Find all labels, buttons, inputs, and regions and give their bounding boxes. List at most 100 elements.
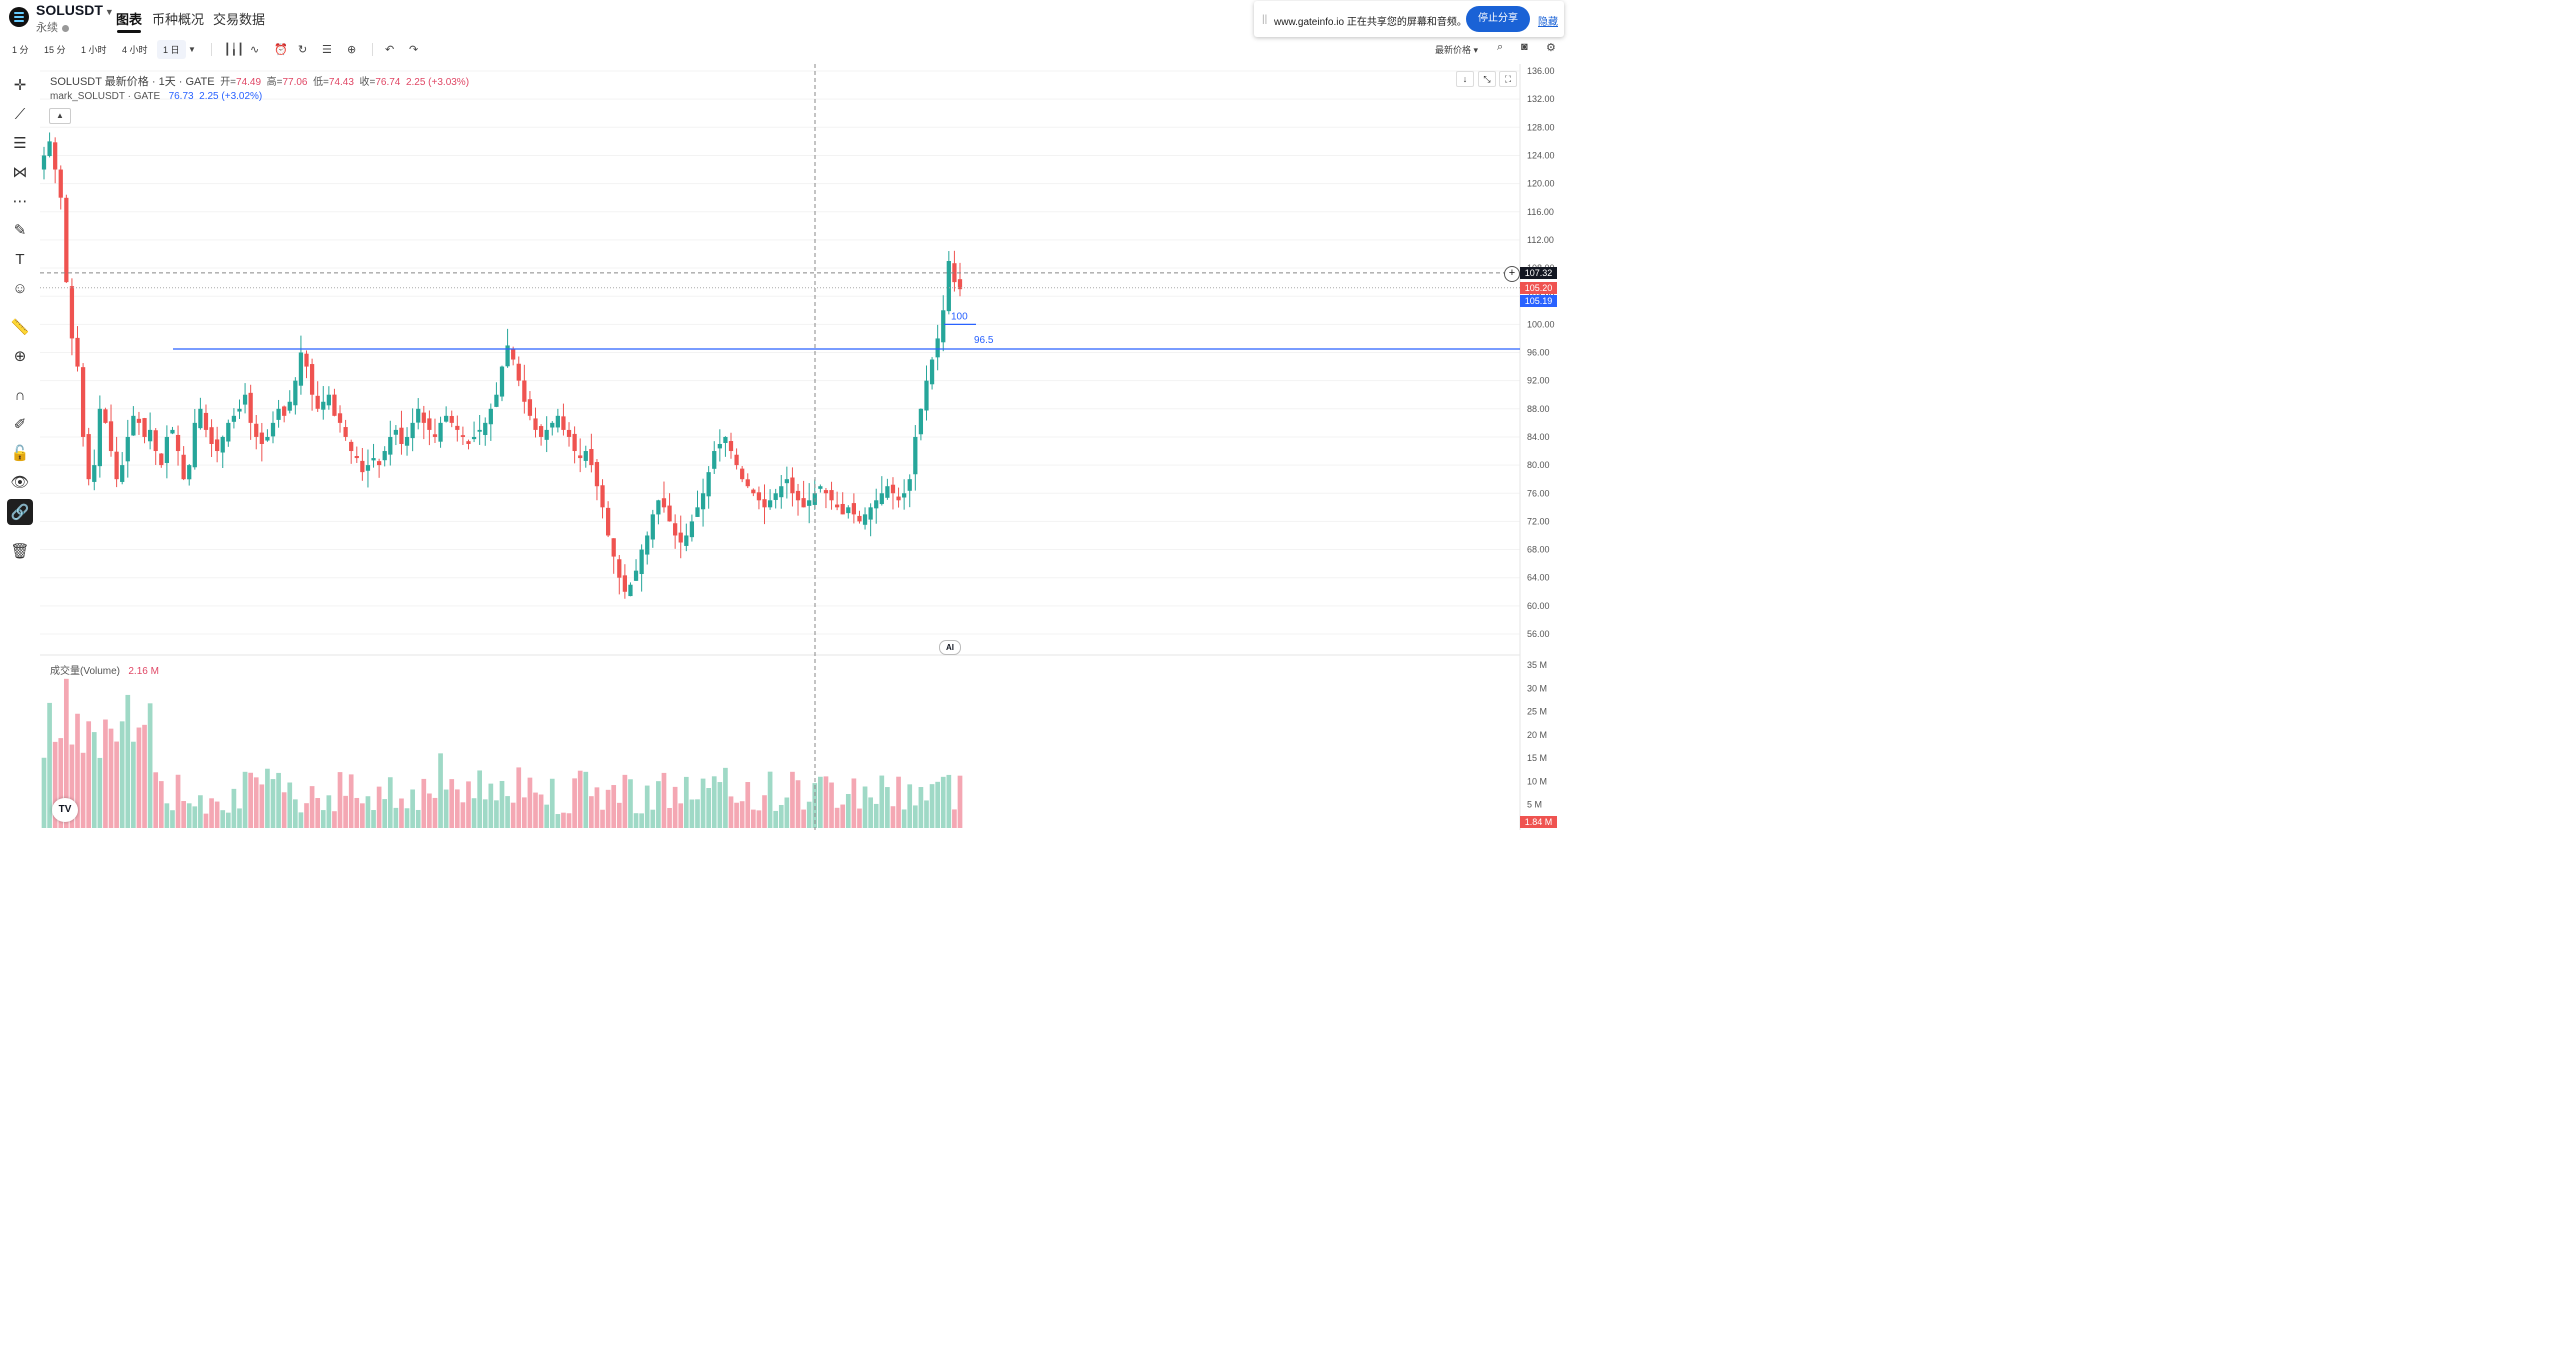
volume-tick-label: 25 M [1527, 707, 1547, 717]
eye-icon[interactable]: 👁 [10, 474, 30, 491]
tab-trading-data[interactable]: 交易数据 [213, 12, 266, 27]
add-plugin-icon[interactable]: ⊕ [347, 44, 357, 56]
interval-1d[interactable]: 1 日 [157, 40, 186, 59]
volume-bar [471, 798, 477, 828]
pattern-icon[interactable]: ⋈ [12, 164, 28, 181]
volume-bar [181, 801, 186, 828]
fib-icon[interactable]: ☰ [13, 135, 27, 152]
volume-bar [644, 785, 650, 828]
ruler-icon[interactable]: 📏 [10, 319, 30, 336]
replay-icon[interactable]: ↻ [298, 44, 308, 56]
brush-icon[interactable]: ✎ [13, 222, 27, 239]
trash-icon[interactable]: 🗑 [10, 543, 30, 560]
volume-bar [147, 703, 153, 828]
candle-body [834, 504, 840, 508]
crosshair-icon[interactable]: ✛ [13, 77, 27, 94]
candle-body [164, 436, 170, 464]
price-tick-label: 128.00 [1527, 122, 1555, 132]
maximize-pane-button[interactable]: ⛶ [1499, 71, 1517, 87]
magnet-icon[interactable]: ∩ [14, 386, 26, 404]
volume-bar [142, 724, 147, 828]
volume-bar [952, 809, 957, 828]
volume-bar [382, 799, 388, 828]
volume-axis-ticks: 35 M 30 M 25 M 20 M 15 M 10 M 5 M [1527, 660, 1547, 810]
search-icon[interactable]: ⌕ [1497, 41, 1504, 53]
volume-bar [360, 803, 365, 828]
candle-body [723, 436, 728, 443]
hide-banner-link[interactable]: 隐藏 [1538, 17, 1558, 28]
tab-chart[interactable]: 图表 [116, 9, 142, 33]
indicators-icon[interactable]: ∿ [250, 44, 260, 56]
volume-bar [443, 789, 449, 828]
volume-bar [656, 781, 661, 828]
volume-bar [829, 782, 834, 828]
undo-icon[interactable]: ↶ [385, 44, 395, 56]
volume-bar [521, 797, 527, 828]
volume-bar [52, 741, 58, 828]
emoji-icon[interactable]: ☺ [12, 279, 28, 297]
interval-dropdown-icon[interactable]: ▼ [188, 45, 196, 54]
info-icon[interactable] [62, 24, 69, 32]
candle-body [103, 409, 108, 423]
templates-icon[interactable]: ☰ [322, 44, 332, 56]
candle-body [58, 169, 63, 198]
volume-bar [460, 802, 466, 828]
candle-body [97, 408, 102, 467]
candle-body [566, 429, 572, 437]
candle-body [846, 507, 851, 514]
volume-bar [315, 797, 321, 828]
volume-bar [371, 810, 376, 828]
candle-body [913, 436, 918, 475]
candle-body [142, 418, 147, 437]
stop-sharing-button[interactable]: 停止分享 [1466, 6, 1530, 32]
price-tick-label: 112.00 [1527, 235, 1554, 245]
collapse-pane-button[interactable]: ⤡ [1478, 71, 1496, 87]
top-header: SOLUSDT ▼ 永续 图表 币种概况 交易数据 [0, 0, 1568, 38]
settings-icon[interactable]: ⚙ [1546, 42, 1556, 54]
candle-body [242, 394, 248, 405]
volume-bar [723, 767, 728, 828]
volume-bar [298, 812, 304, 828]
volume-bar [164, 803, 170, 828]
candle-body [740, 468, 745, 480]
price-source-dropdown[interactable]: 最新价格 ▾ [1435, 45, 1479, 55]
tab-coin-overview[interactable]: 币种概况 [152, 12, 205, 27]
interval-4h[interactable]: 4 小时 [122, 45, 148, 55]
volume-bar [572, 778, 577, 828]
candle-body [801, 498, 806, 508]
text-tool-icon[interactable]: T [15, 250, 25, 268]
ai-assistant-button[interactable]: AI [939, 640, 961, 655]
volume-bars [41, 678, 963, 828]
link-icon[interactable]: 🔗 [7, 499, 33, 525]
forecast-icon[interactable]: ⋯ [12, 193, 28, 210]
zoom-in-icon[interactable]: ⊕ [13, 348, 27, 365]
close-value: 76.74 [375, 77, 401, 88]
trend-line-icon[interactable]: ⟋ [14, 105, 26, 123]
alert-icon[interactable]: ⏰ [274, 44, 288, 56]
volume-bar [304, 803, 309, 828]
volume-bar [929, 784, 935, 828]
scroll-down-button[interactable]: ↓ [1456, 71, 1474, 87]
tradingview-logo[interactable]: TV [52, 798, 78, 822]
candle-type-icon[interactable]: ┃╽┃ [224, 44, 244, 56]
price-tick-label: 100.00 [1527, 319, 1555, 329]
collapse-legend-button[interactable]: ▲ [49, 108, 71, 124]
candle-body [673, 523, 678, 536]
volume-last-label: 1.84 M [1520, 816, 1557, 828]
drag-handle-icon[interactable]: || [1262, 14, 1268, 25]
price-chart[interactable]: 100 96.5 136.00132.00128.00124.00120.001… [0, 0, 1568, 830]
redo-icon[interactable]: ↷ [409, 44, 419, 56]
volume-bar [695, 799, 700, 828]
interval-1m[interactable]: 1 分 [12, 45, 29, 55]
candle-body [829, 490, 834, 501]
lock-icon[interactable]: 🔓 [10, 445, 30, 462]
candle-body [561, 416, 566, 430]
price-tick-label: 72.00 [1527, 516, 1550, 526]
add-alert-plus-icon[interactable]: + [1504, 266, 1520, 282]
volume-bar [119, 721, 125, 828]
symbol-selector[interactable]: SOLUSDT ▼ [36, 2, 114, 18]
interval-15m[interactable]: 15 分 [44, 45, 66, 55]
camera-icon[interactable]: ◙ [1521, 41, 1528, 53]
interval-1h[interactable]: 1 小时 [81, 45, 107, 55]
lock-drawing-icon[interactable]: ✐ [13, 416, 27, 433]
